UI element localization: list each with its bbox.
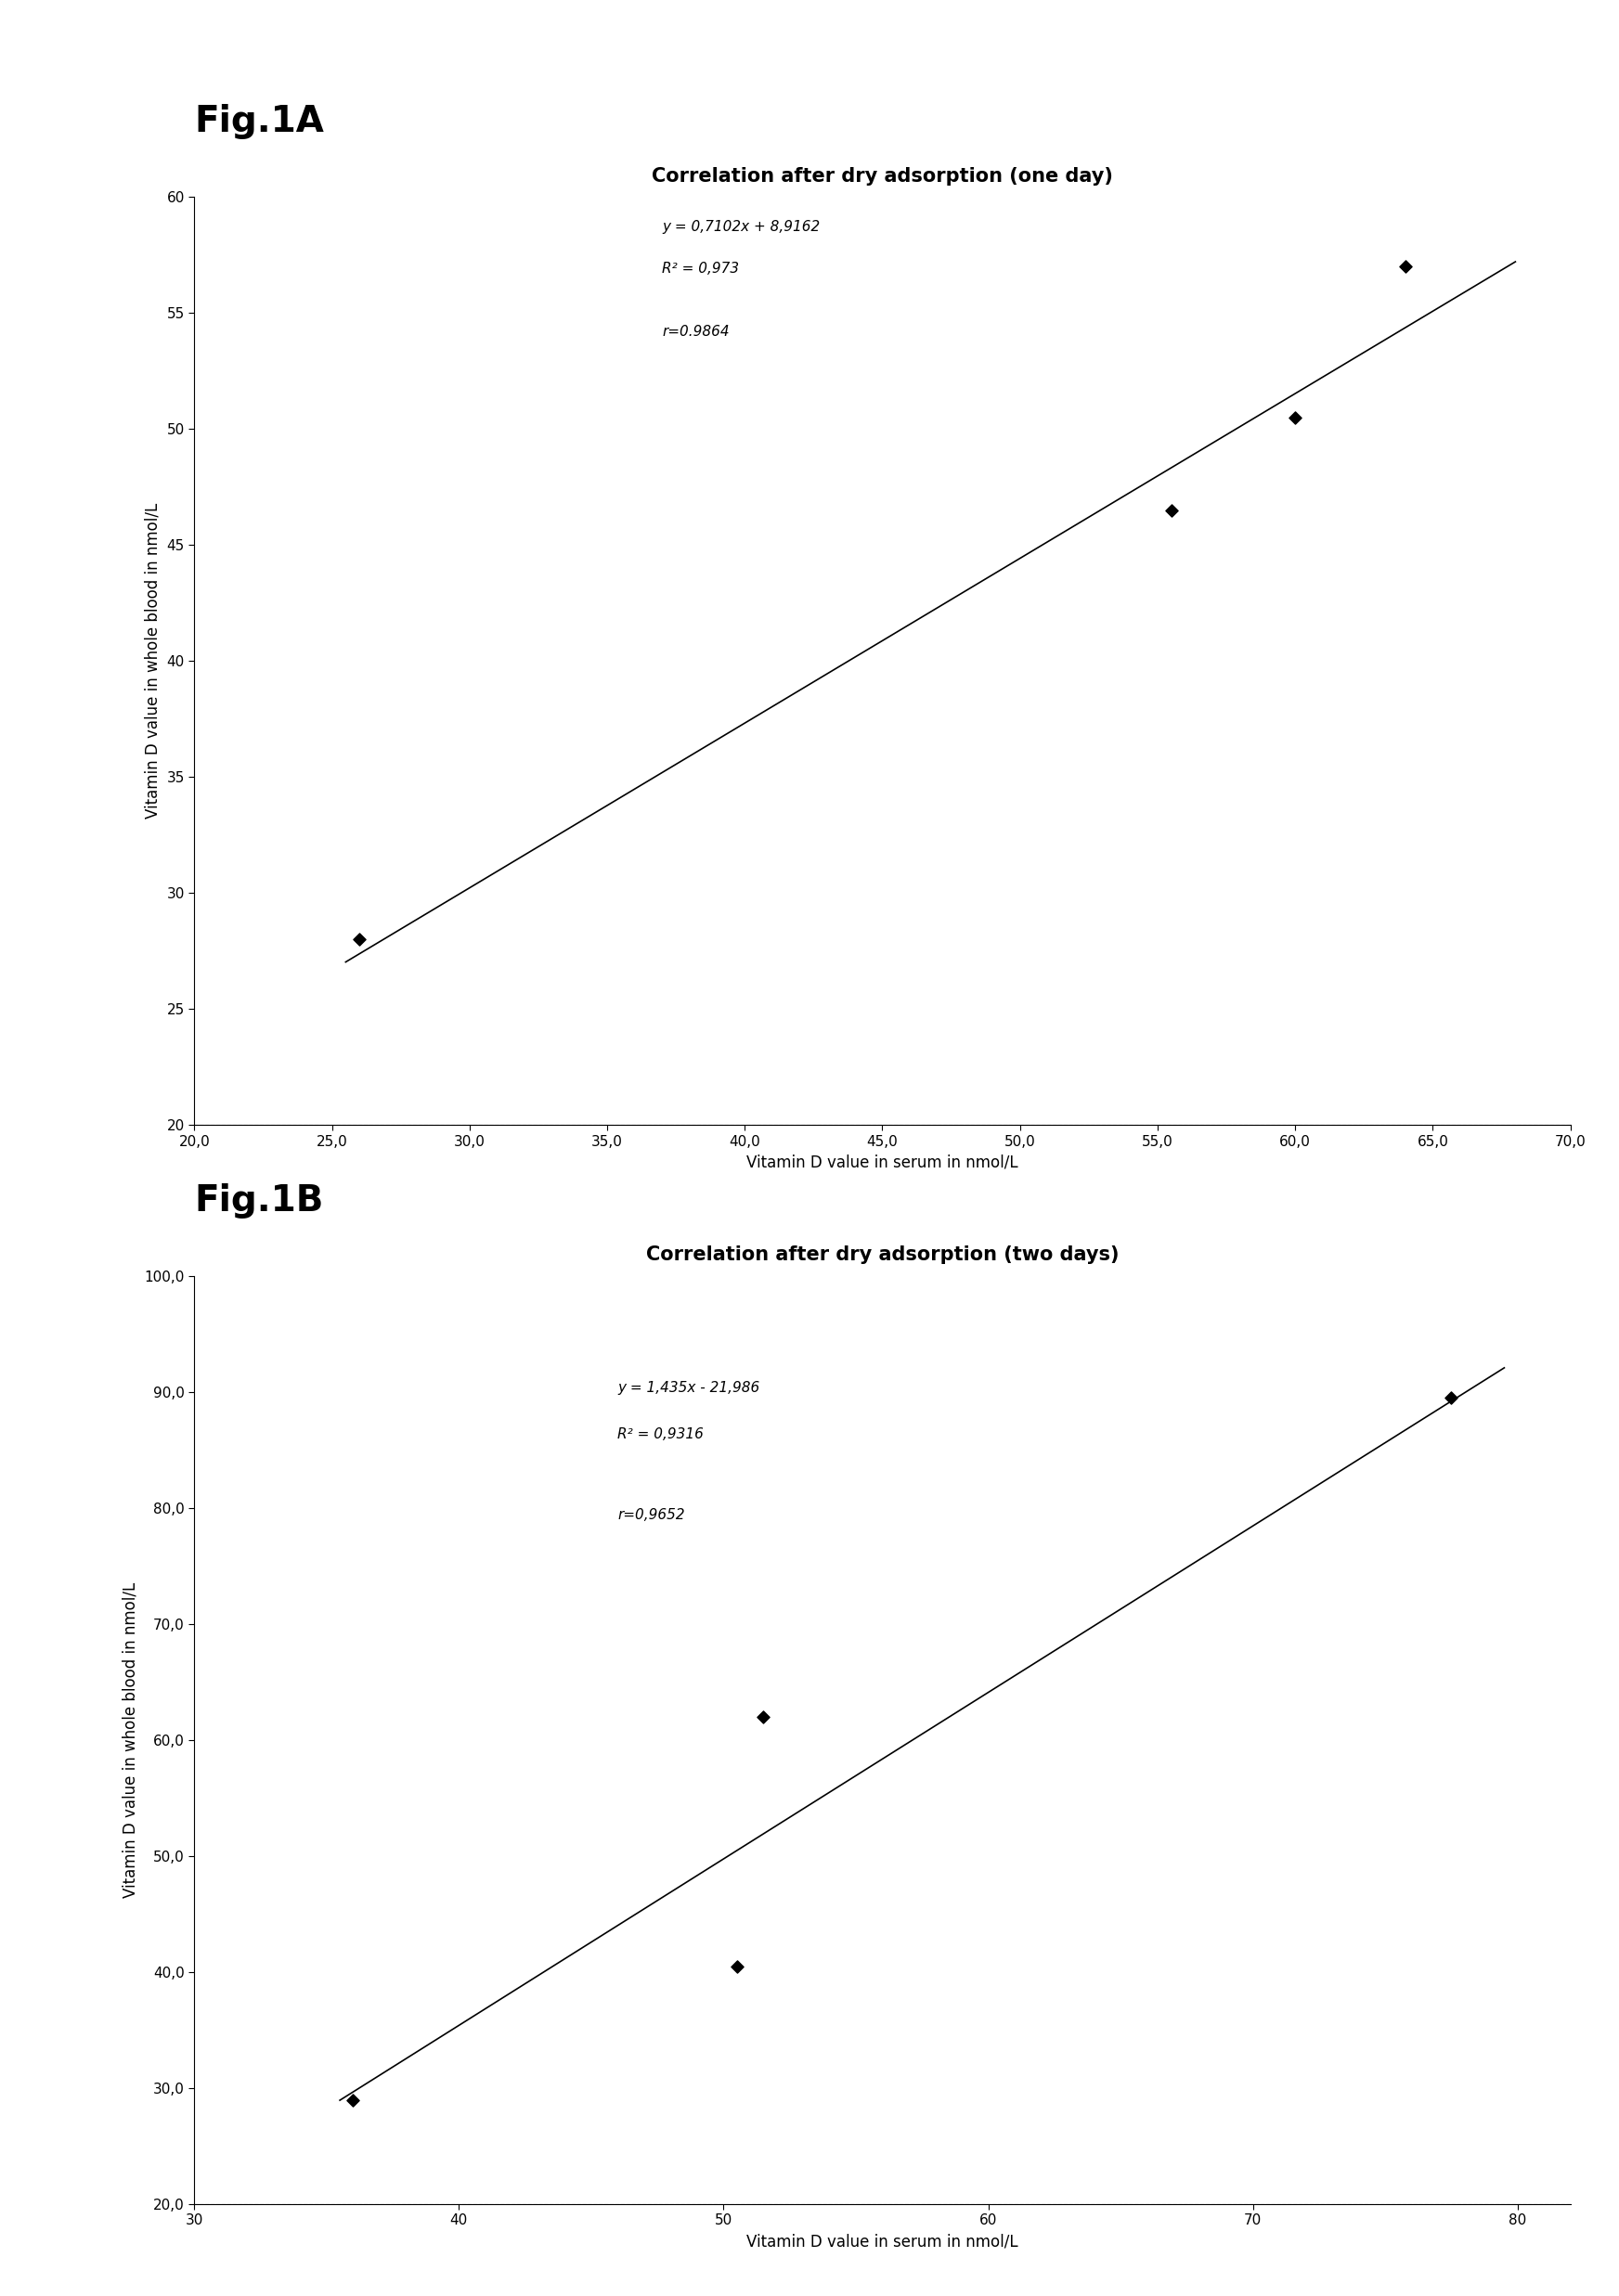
Point bbox=[724, 1947, 750, 1984]
Point bbox=[1438, 1380, 1464, 1417]
Y-axis label: Vitamin D value in whole blood in nmol/L: Vitamin D value in whole blood in nmol/L bbox=[123, 1582, 139, 1899]
Text: r=0.9864: r=0.9864 bbox=[662, 324, 730, 338]
Point bbox=[750, 1699, 776, 1736]
Text: R² = 0,973: R² = 0,973 bbox=[662, 262, 740, 276]
X-axis label: Vitamin D value in serum in nmol/L: Vitamin D value in serum in nmol/L bbox=[746, 1155, 1018, 1171]
Text: r=0,9652: r=0,9652 bbox=[618, 1508, 685, 1522]
Point bbox=[346, 921, 372, 957]
Text: Fig.1A: Fig.1A bbox=[194, 103, 324, 140]
Title: Correlation after dry adsorption (one day): Correlation after dry adsorption (one da… bbox=[652, 168, 1112, 186]
Text: R² = 0,9316: R² = 0,9316 bbox=[618, 1426, 704, 1442]
Title: Correlation after dry adsorption (two days): Correlation after dry adsorption (two da… bbox=[646, 1247, 1119, 1265]
Point bbox=[1282, 400, 1308, 436]
Point bbox=[1392, 248, 1418, 285]
Text: y = 0,7102x + 8,9162: y = 0,7102x + 8,9162 bbox=[662, 220, 821, 234]
Point bbox=[340, 2082, 366, 2119]
Y-axis label: Vitamin D value in whole blood in nmol/L: Vitamin D value in whole blood in nmol/L bbox=[144, 503, 162, 820]
X-axis label: Vitamin D value in serum in nmol/L: Vitamin D value in serum in nmol/L bbox=[746, 2234, 1018, 2250]
Point bbox=[1158, 491, 1183, 528]
Text: Fig.1B: Fig.1B bbox=[194, 1182, 324, 1219]
Text: y = 1,435x - 21,986: y = 1,435x - 21,986 bbox=[618, 1380, 759, 1394]
